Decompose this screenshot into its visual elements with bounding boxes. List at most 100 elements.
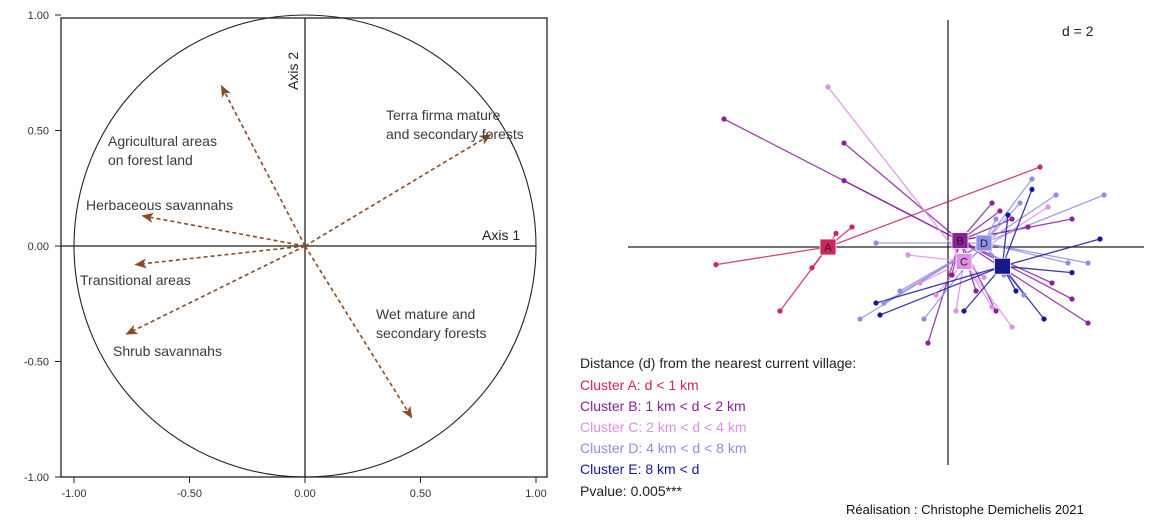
cluster-point [993, 308, 999, 314]
cluster-point [1097, 236, 1103, 242]
cluster-legend: Distance (d) from the nearest current vi… [580, 355, 856, 499]
cluster-point [1029, 186, 1035, 192]
cluster-link [843, 180, 961, 242]
cluster-link [827, 166, 1041, 248]
axis1-label: Axis 1 [482, 227, 520, 243]
y-tick-label: 1.00 [28, 10, 49, 22]
cluster-link [1001, 189, 1033, 267]
cluster-point [933, 292, 939, 298]
cluster-point [825, 84, 831, 90]
cluster-link [983, 194, 1105, 244]
legend-item: Cluster D: 4 km < d < 8 km [580, 440, 747, 456]
cluster-link [959, 218, 1013, 242]
cluster-point [809, 265, 815, 271]
centroid-label: C [960, 256, 968, 268]
cluster-link [827, 86, 965, 262]
cluster-point [989, 200, 995, 206]
cluster-point [949, 272, 955, 278]
cluster-centroid [975, 234, 993, 252]
cluster-link [1002, 238, 1101, 267]
correlation-circle [73, 14, 537, 478]
credit-text: Réalisation : Christophe Demichelis 2021 [846, 502, 1084, 517]
cluster-point [1013, 288, 1019, 294]
cluster-point [989, 304, 995, 310]
centroid-label: A [824, 242, 832, 254]
variable-label: Agricultural areas [108, 133, 217, 149]
cluster-link [983, 178, 1033, 244]
cluster-point [981, 274, 987, 280]
cluster-point [1085, 260, 1091, 266]
cluster-link [843, 142, 961, 242]
variable-arrow [134, 245, 306, 269]
cluster-point [1009, 216, 1015, 222]
cluster-point [1065, 260, 1071, 266]
cluster-point [1101, 192, 1107, 198]
variable-arrow [304, 245, 413, 419]
y-tick-label: 0.50 [28, 126, 49, 138]
variable-arrow [220, 84, 306, 247]
cluster-point [1069, 296, 1075, 302]
cluster-point [973, 288, 979, 294]
legend-item: Cluster A: d < 1 km [580, 377, 699, 393]
cluster-point [881, 300, 887, 306]
centroid-label: B [956, 236, 963, 248]
cluster-point [1005, 212, 1011, 218]
cluster-point [905, 252, 911, 258]
cluster-point [953, 308, 959, 314]
cluster-centroid [955, 252, 973, 270]
cluster-point [925, 340, 931, 346]
variable-arrow [141, 212, 306, 247]
variable-label: and secondary forests [386, 126, 524, 142]
legend-item: Cluster C: 2 km < d < 4 km [580, 419, 747, 435]
legend-item: Cluster E: 8 km < d [580, 461, 699, 477]
variable-arrow [304, 134, 492, 247]
variable-label: secondary forests [376, 325, 487, 341]
cluster-point [1025, 224, 1031, 230]
x-tick-label: -1.00 [61, 488, 86, 500]
cluster-point [873, 300, 879, 306]
x-tick-label: 1.00 [525, 488, 546, 500]
pvalue-label: Pvalue: 0.005*** [580, 483, 683, 499]
cluster-centroid [994, 257, 1011, 275]
cluster-point [841, 140, 847, 146]
cluster-point [1069, 270, 1075, 276]
cluster-point [877, 312, 883, 318]
cluster-point [841, 178, 847, 184]
x-tick-label: 0.50 [410, 488, 431, 500]
scale-label: d = 2 [1062, 23, 1094, 39]
x-tick-label: -0.50 [177, 488, 202, 500]
legend-item: Cluster B: 1 km < d < 2 km [580, 398, 746, 414]
cluster-centroid [819, 238, 837, 256]
cluster-point [1041, 316, 1047, 322]
cluster-link [715, 246, 829, 266]
cluster-link [875, 265, 1003, 304]
cluster-point [1017, 200, 1023, 206]
cluster-point [857, 316, 863, 322]
cluster-link [959, 240, 1089, 324]
legend-title: Distance (d) from the nearest current vi… [580, 355, 856, 371]
cluster-point [897, 288, 903, 294]
y-tick-label: -0.50 [24, 357, 49, 369]
y-tick-label: 0.00 [28, 241, 49, 253]
cluster-link [1002, 265, 1073, 274]
cluster-point [1021, 292, 1027, 298]
cluster-point [1037, 164, 1043, 170]
axis2-label: Axis 2 [285, 52, 301, 90]
correlation-circle-panel: -1.00 -0.50 0.00 0.50 1.00 1.00 0.50 0.00 -0.50 -… [24, 10, 548, 500]
cluster-point [993, 216, 999, 222]
cluster-point [1045, 204, 1051, 210]
cluster-link [899, 242, 985, 292]
cluster-point [777, 308, 783, 314]
centroid-label: D [980, 238, 988, 250]
cluster-point [1069, 216, 1075, 222]
cluster-point [1085, 320, 1091, 326]
cluster-point [1049, 280, 1055, 286]
cluster-point [721, 116, 727, 122]
plot-frame [60, 17, 548, 478]
cluster-point [1009, 324, 1015, 330]
cluster-point [873, 240, 879, 246]
variable-arrow [125, 245, 306, 335]
